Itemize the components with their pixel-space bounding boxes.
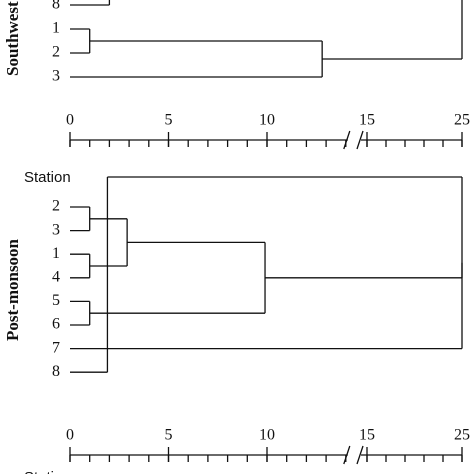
x-tick-label: 5 bbox=[165, 112, 173, 129]
leaf-label: 2 bbox=[52, 198, 60, 215]
x-tick-label: 25 bbox=[454, 112, 470, 129]
axis-break bbox=[343, 445, 351, 465]
leaf-label: 5 bbox=[52, 292, 60, 309]
x-tick-label: 5 bbox=[165, 427, 173, 444]
x-tick-label: 0 bbox=[66, 427, 74, 444]
x-tick-label: 0 bbox=[66, 112, 74, 129]
leaf-label: 7 bbox=[52, 339, 60, 356]
leaf-label: 3 bbox=[52, 68, 60, 85]
leaf-label: 2 bbox=[52, 44, 60, 61]
x-tick-label: 25 bbox=[454, 427, 470, 444]
leaf-label: 8 bbox=[52, 363, 60, 380]
x-tick-label: 15 bbox=[359, 112, 375, 129]
leaf-label: 8 bbox=[52, 0, 60, 13]
leaf-label: 6 bbox=[52, 316, 60, 333]
axis-break bbox=[343, 130, 351, 150]
x-tick-label: 15 bbox=[359, 427, 375, 444]
leaf-label: 1 bbox=[52, 20, 60, 37]
leaf-label: 3 bbox=[52, 221, 60, 238]
axis-break bbox=[356, 130, 364, 150]
axis-break bbox=[356, 445, 364, 465]
axis-label: Station bbox=[24, 169, 71, 186]
panel-title: Post-monsoon bbox=[3, 238, 22, 341]
x-tick-label: 10 bbox=[259, 112, 275, 129]
x-tick-label: 10 bbox=[259, 427, 275, 444]
leaf-label: 4 bbox=[52, 268, 60, 285]
axis-label: Station bbox=[24, 469, 71, 474]
panel-title: Southwest monsoon bbox=[3, 0, 22, 76]
leaf-label: 1 bbox=[52, 245, 60, 262]
